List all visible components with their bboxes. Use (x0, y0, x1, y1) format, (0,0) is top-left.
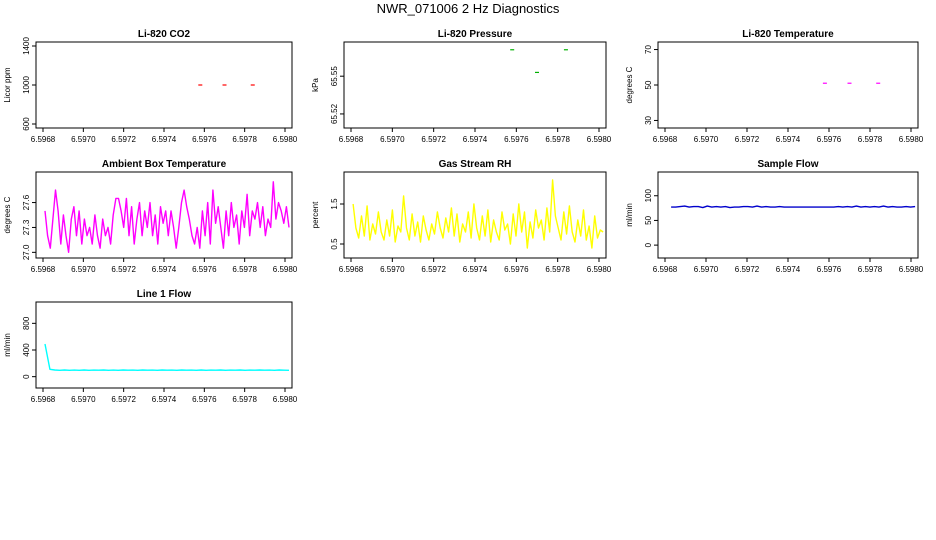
x-tick-label: 6.5978 (232, 265, 257, 274)
x-tick-label: 6.5980 (899, 135, 924, 144)
li-820-temperature-title: Li-820 Temperature (742, 29, 834, 40)
x-tick-label: 6.5974 (463, 135, 488, 144)
line-1-flow-ylabel: ml/min (3, 333, 12, 357)
y-tick-label: 0.5 (330, 238, 339, 250)
li-820-temperature-panel: Li-820 Temperature 6.5968 6.5970 6.5972 6.59… (625, 29, 924, 144)
y-tick-label: 400 (22, 343, 31, 357)
li-820-co2-title: Li-820 CO2 (138, 29, 191, 40)
y-tick-label: 27.3 (22, 219, 31, 235)
y-tick-label: 30 (644, 115, 653, 124)
y-tick-label: 800 (22, 316, 31, 330)
x-tick-label: 6.5976 (817, 265, 842, 274)
x-tick-label: 6.5974 (776, 135, 801, 144)
x-tick-label: 6.5974 (152, 395, 177, 404)
x-tick-label: 6.5976 (192, 265, 217, 274)
x-tick-label: 6.5968 (31, 265, 56, 274)
y-tick-label: 27.6 (22, 194, 31, 210)
x-tick-label: 6.5980 (587, 265, 612, 274)
gas-stream-rh-ylabel: percent (311, 201, 320, 228)
y-tick-label: 1.5 (330, 198, 339, 210)
x-tick-label: 6.5970 (380, 135, 405, 144)
x-tick-label: 6.5976 (504, 135, 529, 144)
li-820-co2-ylabel: Licor ppm (3, 67, 12, 102)
y-tick-label: 27.0 (22, 244, 31, 260)
x-tick-label: 6.5970 (71, 395, 96, 404)
x-tick-label: 6.5970 (694, 265, 719, 274)
li-820-pressure-frame (343, 41, 607, 129)
x-tick-label: 6.5980 (587, 135, 612, 144)
x-tick-label: 6.5968 (653, 265, 678, 274)
x-tick-label: 6.5978 (858, 135, 883, 144)
sample-flow-frame (657, 171, 919, 259)
x-tick-label: 6.5980 (899, 265, 924, 274)
x-tick-label: 6.5974 (152, 135, 177, 144)
figure-title: NWR_071006 2 Hz Diagnostics (376, 1, 560, 16)
x-tick-label: 6.5968 (339, 265, 364, 274)
gas-stream-rh-title: Gas Stream RH (439, 159, 512, 170)
y-tick-label: 600 (22, 117, 31, 131)
x-tick-label: 6.5978 (232, 135, 257, 144)
x-tick-label: 6.5972 (735, 135, 760, 144)
x-tick-label: 6.5968 (31, 135, 56, 144)
x-tick-label: 6.5970 (71, 135, 96, 144)
line-1-flow-series-line (44, 343, 290, 371)
ambient-box-temperature-series-line (44, 181, 290, 254)
gas-stream-rh-series-line (352, 179, 604, 249)
y-tick-label: 1400 (22, 37, 31, 55)
li-820-pressure-panel: Li-820 Pressure 6.5968 6.5970 6.5972 6.5974 6… (311, 29, 612, 144)
gas-stream-rh-panel: Gas Stream RH 6.5968 6.5970 6.5972 6.5974 6.5… (311, 159, 612, 274)
x-tick-label: 6.5978 (232, 395, 257, 404)
li-820-pressure-ylabel: kPa (311, 78, 320, 92)
sample-flow-title: Sample Flow (757, 159, 818, 170)
x-tick-label: 6.5968 (653, 135, 678, 144)
x-tick-label: 6.5976 (817, 135, 842, 144)
li-820-temperature-frame (657, 41, 919, 129)
ambient-box-temperature-title: Ambient Box Temperature (102, 159, 227, 170)
li-820-pressure-title: Li-820 Pressure (438, 29, 513, 40)
x-tick-label: 6.5976 (192, 135, 217, 144)
x-tick-label: 6.5968 (31, 395, 56, 404)
li-820-temperature-ylabel: degrees C (625, 66, 634, 103)
x-tick-label: 6.5980 (273, 395, 298, 404)
sample-flow-ylabel: ml/min (625, 203, 634, 227)
y-tick-label: 50 (644, 215, 653, 224)
line-1-flow-panel: Line 1 Flow 6.5968 6.5970 6.5972 6.5974 6.597… (3, 289, 298, 404)
x-tick-label: 6.5972 (735, 265, 760, 274)
sample-flow-series-line (671, 205, 916, 209)
x-tick-label: 6.5970 (71, 265, 96, 274)
x-tick-label: 6.5972 (421, 135, 446, 144)
x-tick-label: 6.5978 (545, 265, 570, 274)
x-tick-label: 6.5972 (111, 135, 136, 144)
x-tick-label: 6.5976 (504, 265, 529, 274)
li-820-co2-panel: Li-820 CO2 6.5968 6.5970 6.5972 6.5974 6.5976… (3, 29, 298, 144)
x-tick-label: 6.5972 (421, 265, 446, 274)
x-tick-label: 6.5972 (111, 265, 136, 274)
x-tick-label: 6.5978 (545, 135, 570, 144)
x-tick-label: 6.5974 (776, 265, 801, 274)
y-tick-label: 65.55 (330, 66, 339, 87)
x-tick-label: 6.5970 (694, 135, 719, 144)
line-1-flow-frame (35, 301, 293, 389)
ambient-box-temperature-ylabel: degrees C (3, 196, 12, 233)
y-tick-label: 100 (644, 189, 653, 203)
x-tick-label: 6.5972 (111, 395, 136, 404)
x-tick-label: 6.5980 (273, 135, 298, 144)
y-tick-label: 50 (644, 80, 653, 89)
x-tick-label: 6.5968 (339, 135, 364, 144)
x-tick-label: 6.5970 (380, 265, 405, 274)
x-tick-label: 6.5974 (152, 265, 177, 274)
line-1-flow-title: Line 1 Flow (137, 289, 192, 300)
x-tick-label: 6.5974 (463, 265, 488, 274)
y-tick-label: 0 (22, 374, 31, 379)
x-tick-label: 6.5976 (192, 395, 217, 404)
x-tick-label: 6.5980 (273, 265, 298, 274)
y-tick-label: 0 (644, 242, 653, 247)
y-tick-label: 1000 (22, 76, 31, 94)
x-tick-label: 6.5978 (858, 265, 883, 274)
ambient-box-temperature-panel: Ambient Box Temperature 6.5968 6.5970 6.597… (3, 159, 298, 274)
sample-flow-panel: Sample Flow 6.5968 6.5970 6.5972 6.5974 6.597… (625, 159, 924, 274)
y-tick-label: 70 (644, 45, 653, 54)
y-tick-label: 65.52 (330, 103, 339, 124)
